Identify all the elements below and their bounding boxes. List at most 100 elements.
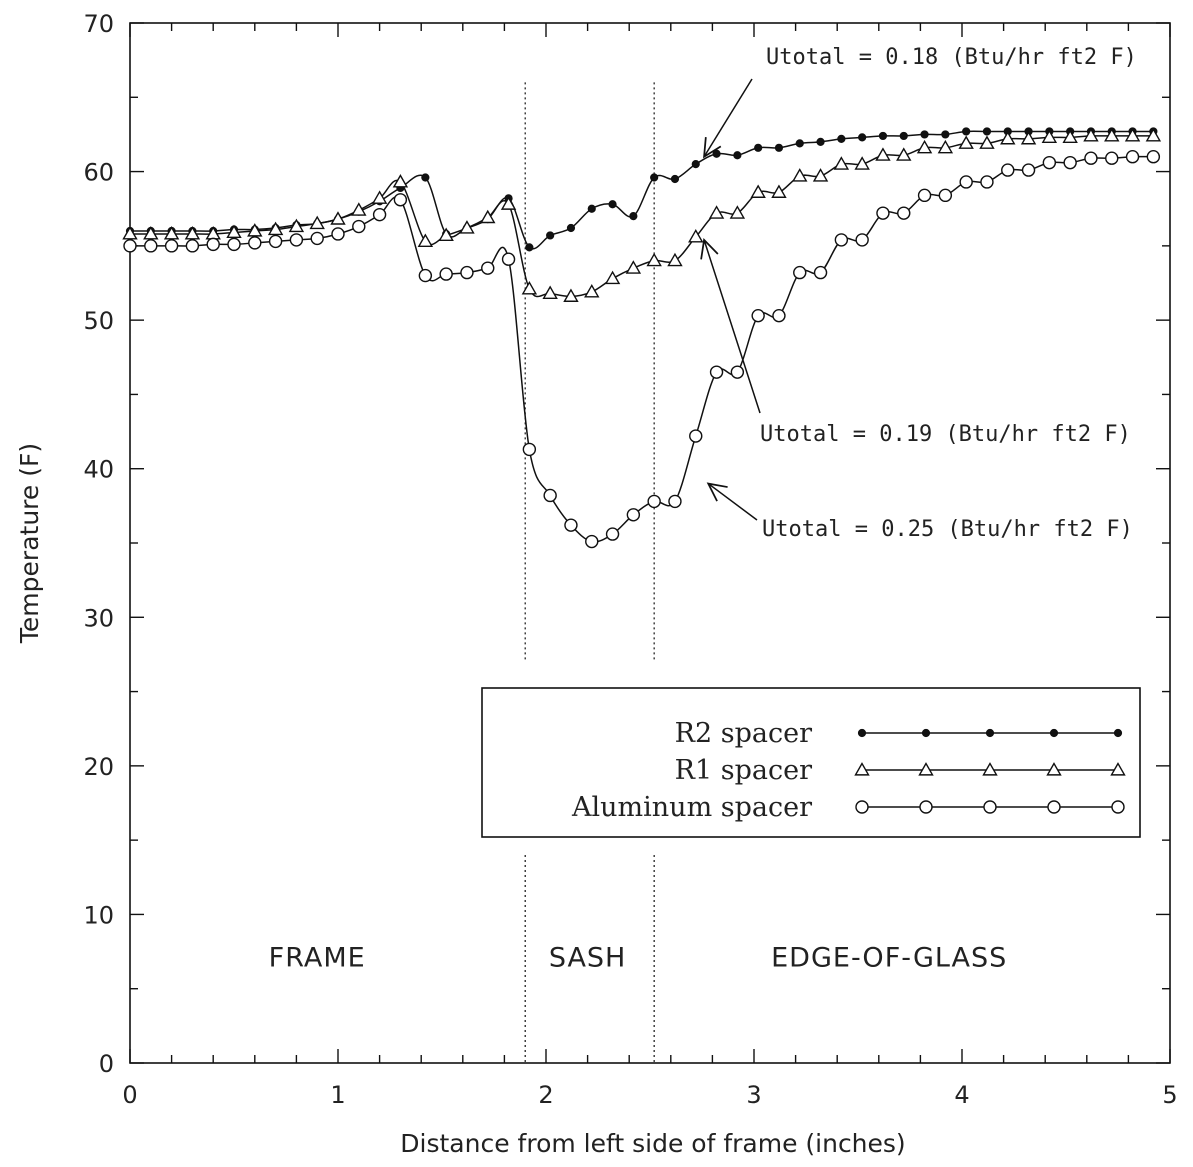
legend-marker [982, 762, 998, 776]
data-point [629, 212, 638, 221]
data-point [309, 215, 325, 230]
data-point [123, 239, 137, 253]
legend-label: R2 spacer [675, 718, 812, 749]
series-r1-spacer [122, 128, 1162, 302]
data-point [393, 193, 408, 207]
series-line [130, 155, 1154, 543]
x-tick-label: 3 [746, 1081, 761, 1109]
data-point [392, 174, 409, 188]
data-point [268, 234, 283, 249]
legend-marker [985, 728, 995, 738]
region-boundaries [524, 82, 655, 1063]
data-point [1084, 151, 1098, 165]
data-point [979, 135, 995, 149]
legend-marker [919, 800, 933, 814]
data-point [288, 218, 305, 233]
data-point [793, 265, 807, 280]
data-point [372, 207, 387, 222]
data-point [812, 168, 829, 182]
data-point [729, 205, 746, 219]
y-tick-label: 0 [99, 1050, 114, 1078]
data-point [813, 265, 828, 280]
legend-marker [854, 762, 870, 776]
data-point [941, 130, 950, 139]
data-point [1062, 129, 1078, 143]
data-point [421, 173, 430, 182]
data-point [587, 204, 596, 213]
data-point [875, 147, 891, 161]
data-point [667, 252, 683, 267]
data-point [646, 252, 662, 267]
data-point [854, 156, 870, 170]
data-point [1146, 150, 1161, 164]
legend-marker [1110, 762, 1126, 776]
data-point [371, 190, 388, 204]
series-line [130, 130, 1154, 250]
data-point [958, 135, 974, 149]
data-point [163, 226, 180, 240]
data-point [1063, 155, 1077, 170]
data-point [185, 239, 200, 253]
data-point [418, 268, 433, 283]
data-point [521, 281, 538, 295]
data-point [439, 267, 453, 281]
region-labels: FRAME SASH EDGE-OF-GLASS [269, 942, 1007, 973]
data-point [144, 239, 158, 253]
legend-box [481, 687, 1141, 838]
legend: R2 spacer R1 spacer Aluminum spacer [481, 687, 1141, 838]
plot-frame [129, 22, 1171, 1064]
data-point [267, 221, 284, 236]
data-point [525, 243, 534, 252]
data-point [834, 233, 849, 247]
y-axis-label: Temperature (F) [15, 443, 44, 644]
data-point [708, 205, 725, 219]
data-point [438, 227, 454, 242]
data-point [546, 231, 555, 240]
data-point [730, 365, 745, 379]
x-tick-label: 2 [538, 1081, 553, 1109]
annotation-label: Utotal = 0.18 (Btu/hr ft2 F) [766, 45, 1137, 70]
data-point [1021, 163, 1036, 177]
data-point [938, 188, 953, 203]
data-point [543, 488, 557, 503]
legend-marker [918, 762, 934, 776]
y-tick-label: 50 [83, 307, 114, 335]
data-point [689, 429, 703, 443]
data-point [1001, 163, 1015, 177]
data-point [1145, 128, 1162, 142]
data-point [1000, 130, 1016, 145]
annotation-arrow [706, 482, 758, 521]
data-point [417, 233, 434, 247]
data-point [855, 233, 869, 247]
data-point [1124, 128, 1141, 142]
data-point [962, 127, 971, 136]
data-point [1042, 155, 1057, 170]
data-point [712, 149, 721, 158]
data-point [650, 173, 659, 182]
data-point [750, 184, 766, 198]
data-point [500, 196, 517, 210]
data-point [331, 227, 345, 241]
data-point [837, 134, 846, 143]
data-point [982, 127, 992, 136]
annotation-label: Utotal = 0.19 (Btu/hr ft2 F) [760, 422, 1131, 447]
data-point [310, 231, 324, 246]
data-point [227, 237, 241, 252]
data-point [1125, 150, 1140, 164]
data-point [896, 147, 912, 161]
data-point [691, 160, 700, 169]
data-point [625, 260, 642, 274]
data-point [668, 494, 682, 509]
data-point [248, 236, 262, 250]
data-point [771, 184, 787, 198]
data-point [143, 226, 159, 240]
legend-marker [857, 728, 867, 738]
data-point [774, 143, 784, 152]
data-point [733, 151, 742, 160]
data-point [330, 211, 346, 225]
data-point [916, 139, 933, 154]
data-point [688, 229, 704, 243]
region-label: SASH [549, 942, 627, 973]
data-point [184, 226, 201, 240]
